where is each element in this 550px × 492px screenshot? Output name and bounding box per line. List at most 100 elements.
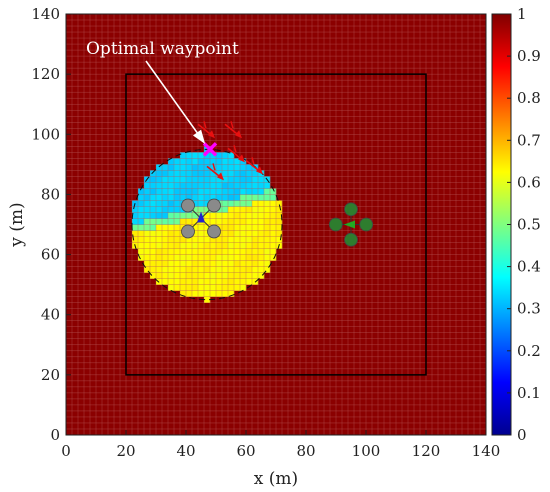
heatmap-cell (252, 230, 259, 237)
axes-frame (65, 13, 487, 436)
heatmap-cell (216, 284, 223, 291)
heatmap-cell (246, 170, 253, 177)
heatmap-cell (156, 218, 163, 225)
heatmap-cell (168, 218, 175, 225)
heatmap-cell (252, 182, 259, 189)
heatmap-cell (264, 236, 271, 243)
heatmap-cell (132, 200, 139, 207)
heatmap-cell (240, 242, 247, 249)
heatmap-cell (192, 164, 199, 171)
heatmap-cell (228, 242, 235, 249)
heatmap-cell (216, 188, 223, 195)
heatmap-cell (228, 152, 235, 159)
heatmap-cell (240, 236, 247, 243)
heatmap-cell (270, 248, 277, 255)
heatmap-cell (192, 176, 199, 183)
heatmap-cell (150, 176, 157, 183)
y-tick-label: 20 (41, 366, 60, 384)
heatmap-cell (138, 194, 145, 201)
heatmap-cell (234, 200, 241, 207)
heatmap-cell (234, 260, 241, 267)
heatmap-cell (246, 188, 253, 195)
heatmap-cell (246, 194, 253, 201)
heatmap-cell (234, 194, 241, 201)
heatmap-cell (258, 236, 265, 243)
heatmap-cell (228, 188, 235, 195)
heatmap-cell (162, 212, 169, 219)
heatmap-cell (234, 182, 241, 189)
heatmap-cell (168, 176, 175, 183)
heatmap-cell (234, 176, 241, 183)
heatmap-cell (216, 218, 223, 225)
y-tick-label: 40 (41, 306, 60, 324)
heatmap-cell (162, 236, 169, 243)
heatmap-cell (210, 236, 217, 243)
heatmap-cell (150, 230, 157, 237)
heatmap-cell (252, 206, 259, 213)
heatmap-cell (210, 188, 217, 195)
heatmap-cell (174, 170, 181, 177)
heatmap-cell (264, 242, 271, 249)
heatmap-cell (174, 230, 181, 237)
colorbar-tick-label: 0.8 (517, 89, 541, 107)
drones (181, 198, 374, 247)
heatmap-cell (132, 206, 139, 213)
heatmap-cell (216, 236, 223, 243)
heatmap-cell (228, 218, 235, 225)
heatmap-cell (198, 290, 205, 297)
heatmap-cell (132, 218, 139, 225)
heatmap-cell (198, 260, 205, 267)
heatmap-cell (240, 230, 247, 237)
heatmap-cell (192, 236, 199, 243)
heatmap-cell (216, 242, 223, 249)
heatmap-cell (198, 236, 205, 243)
heatmap-cell (168, 278, 175, 285)
heatmap-cell (150, 170, 157, 177)
heatmap-cell (270, 218, 277, 225)
colorbar-tick-label: 0.1 (517, 384, 541, 402)
colorbar-tick-label: 0.4 (517, 258, 541, 276)
colorbar-ticks: 0 0.1 0.2 0.3 0.4 0.5 0.6 0.7 0.8 0.9 1 (507, 5, 541, 444)
heatmap-cell (258, 200, 265, 207)
heatmap-cell (144, 218, 151, 225)
heatmap-cell (180, 260, 187, 267)
x-tick-label: 100 (352, 442, 381, 460)
heatmap-cell (186, 284, 193, 291)
candidate-arrow-head (208, 130, 215, 139)
heatmap-cell (264, 182, 271, 189)
heatmap-cell (198, 194, 205, 201)
heatmap-cell (240, 212, 247, 219)
heatmap-cell (228, 176, 235, 183)
heatmap-cell (234, 278, 241, 285)
candidate-waypoint (227, 145, 245, 163)
heatmap-cell (222, 176, 229, 183)
candidate-waypoints (197, 121, 263, 181)
heatmap-cell (168, 200, 175, 207)
heatmap-cell (162, 200, 169, 207)
heatmap-cell (162, 224, 169, 231)
heatmap-cell (186, 254, 193, 261)
heatmap-cell (204, 206, 211, 213)
heatmap-cell (228, 164, 235, 171)
drone (328, 202, 374, 247)
heatmap-cell (246, 224, 253, 231)
candidate-waypoint (206, 163, 224, 181)
heatmap-cell (222, 212, 229, 219)
heatmap-cell (174, 176, 181, 183)
heatmap-cell (210, 254, 217, 261)
y-tick-label: 80 (41, 185, 60, 203)
heatmap-cell (180, 236, 187, 243)
heatmap-cell (246, 230, 253, 237)
heatmap-cell (138, 188, 145, 195)
heatmap-cell (264, 260, 271, 267)
heatmap-cell (156, 194, 163, 201)
heatmap-cell (264, 266, 271, 273)
heatmap-cell (192, 152, 199, 159)
heatmap-cell (204, 212, 211, 219)
heatmap-cell (252, 236, 259, 243)
heatmap-cell (234, 170, 241, 177)
heatmap-cell (186, 272, 193, 279)
candidate-arrow-tail (233, 145, 237, 153)
heatmap-cell (138, 212, 145, 219)
heatmap-cell (186, 278, 193, 285)
